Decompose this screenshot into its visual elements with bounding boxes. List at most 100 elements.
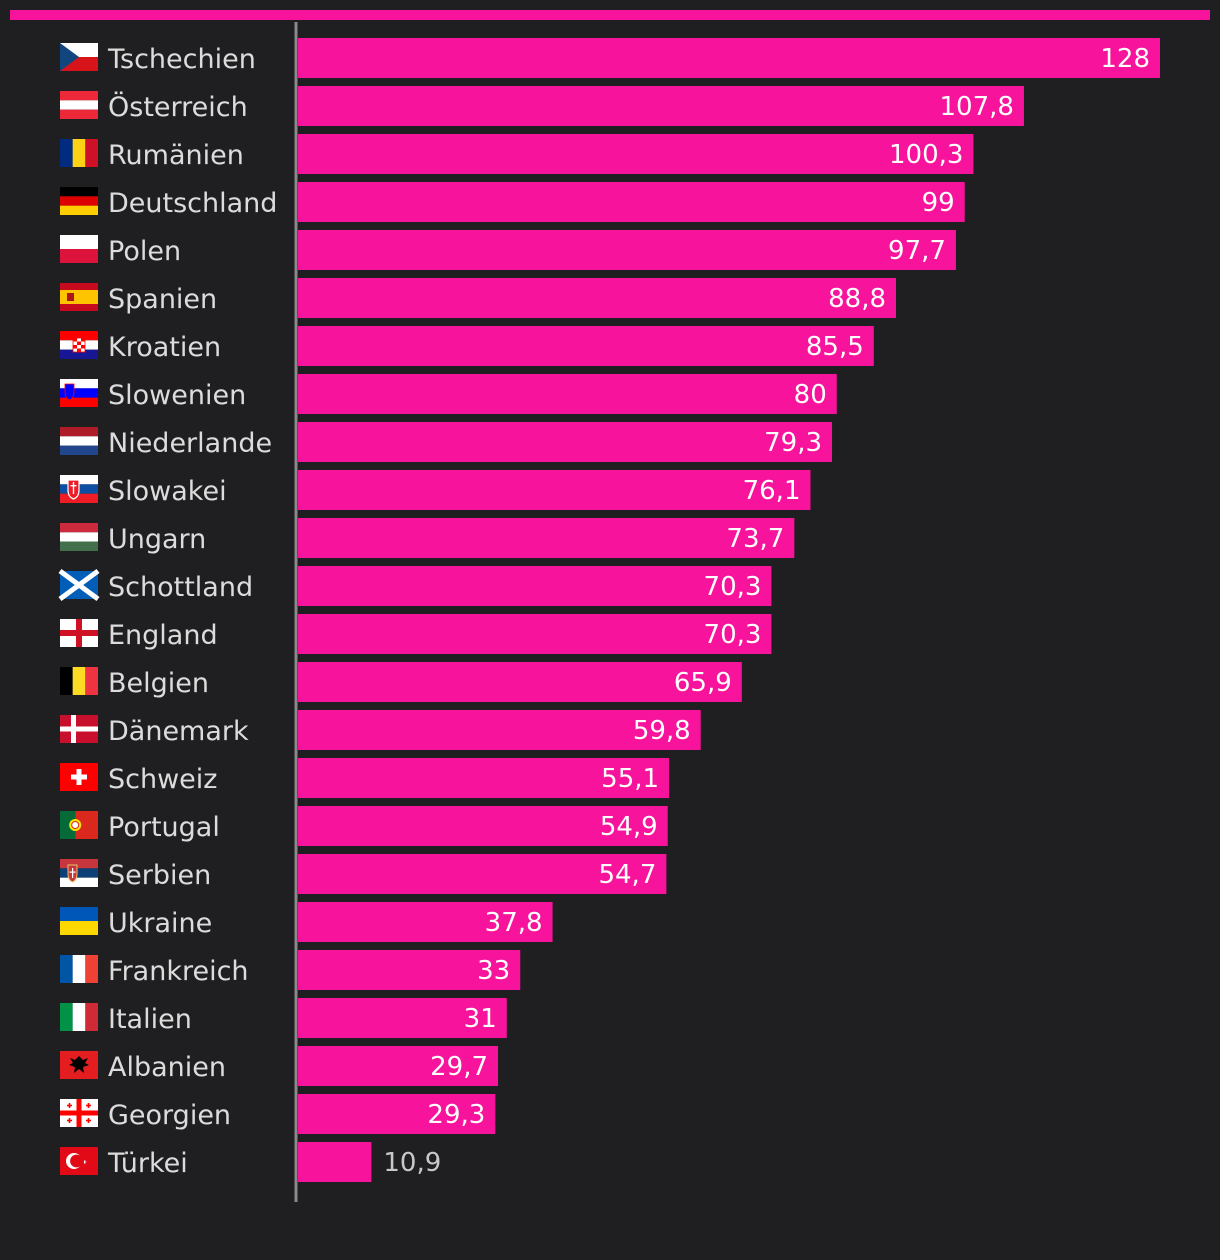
bar xyxy=(298,806,668,846)
al-flag-icon xyxy=(60,1051,98,1079)
ro-flag-icon xyxy=(60,139,98,167)
value-label: 54,9 xyxy=(600,812,658,842)
category-label: Belgien xyxy=(108,668,209,699)
nl-flag-icon xyxy=(60,427,98,455)
category-label: Albanien xyxy=(108,1052,226,1083)
bar-row: Serbien 54,7 xyxy=(60,854,667,894)
category-label: Georgien xyxy=(108,1100,231,1131)
rs-flag-icon xyxy=(60,859,98,887)
category-label: Österreich xyxy=(108,91,248,123)
category-label: Portugal xyxy=(108,812,220,843)
bar-row: Türkei 10,9 xyxy=(60,1142,441,1182)
value-label: 128 xyxy=(1100,44,1150,74)
ch-flag-icon xyxy=(60,763,98,791)
bar xyxy=(298,998,507,1038)
category-label: Türkei xyxy=(107,1148,188,1179)
category-label: Frankreich xyxy=(108,956,249,987)
bar xyxy=(298,134,974,174)
category-label: Polen xyxy=(108,236,181,267)
category-label: Spanien xyxy=(108,284,217,315)
value-label: 100,3 xyxy=(889,140,963,170)
category-label: Ukraine xyxy=(108,908,212,939)
value-label: 29,7 xyxy=(430,1052,488,1082)
bar xyxy=(298,1142,372,1182)
value-label: 33 xyxy=(477,956,510,986)
value-label: 31 xyxy=(464,1004,497,1034)
value-label: 76,1 xyxy=(743,476,801,506)
value-label: 79,3 xyxy=(764,428,822,458)
bar-row: Ukraine 37,8 xyxy=(60,902,553,942)
hr-flag-icon xyxy=(60,331,98,359)
category-label: Rumänien xyxy=(108,140,244,171)
bar xyxy=(298,230,956,270)
bar xyxy=(298,470,811,510)
bar-row: Deutschland 99 xyxy=(60,182,965,222)
value-label: 29,3 xyxy=(427,1100,485,1130)
bar xyxy=(298,950,521,990)
at-flag-icon xyxy=(60,91,98,119)
bar-row: England 70,3 xyxy=(60,614,772,654)
bar-row: Belgien 65,9 xyxy=(60,662,742,702)
category-label: Slowenien xyxy=(108,380,246,411)
ge-flag-icon xyxy=(60,1099,98,1127)
bar-row: Albanien 29,7 xyxy=(60,1046,499,1086)
category-label: Ungarn xyxy=(108,524,206,555)
category-label: Slowakei xyxy=(108,476,227,507)
bar-row: Kroatien 85,5 xyxy=(60,326,874,366)
bar-row: Österreich 107,8 xyxy=(60,86,1024,126)
category-label: Italien xyxy=(108,1004,192,1035)
bar xyxy=(298,326,874,366)
value-label: 73,7 xyxy=(726,524,784,554)
bar xyxy=(298,38,1160,78)
category-label: Schottland xyxy=(108,572,253,603)
bar-row: Niederlande 79,3 xyxy=(60,422,833,462)
value-label: 99 xyxy=(922,188,955,218)
bar-row: Georgien 29,3 xyxy=(60,1094,496,1134)
bar-row: Frankreich 33 xyxy=(60,950,521,990)
bar xyxy=(298,614,772,654)
sk-flag-icon xyxy=(60,475,98,503)
category-label: Schweiz xyxy=(108,764,217,795)
value-label: 107,8 xyxy=(940,92,1014,122)
top-accent-bar xyxy=(10,10,1210,20)
be-flag-icon xyxy=(60,667,98,695)
bar xyxy=(298,566,772,606)
hu-flag-icon xyxy=(60,523,98,551)
bar xyxy=(298,374,837,414)
category-label: Deutschland xyxy=(108,188,277,219)
bar-row: Tschechien 128 xyxy=(60,38,1160,78)
bar-row: Slowakei 76,1 xyxy=(60,470,811,510)
cz-flag-icon xyxy=(60,43,98,71)
bar-row: Italien 31 xyxy=(60,998,507,1038)
pl-flag-icon xyxy=(60,235,98,263)
category-label: Kroatien xyxy=(108,332,221,363)
value-label: 70,3 xyxy=(704,620,762,650)
bar xyxy=(298,1046,499,1086)
bar-row: Portugal 54,9 xyxy=(60,806,668,846)
es-flag-icon xyxy=(60,283,98,311)
tr-flag-icon xyxy=(60,1147,98,1175)
bar-row: Polen 97,7 xyxy=(60,230,956,270)
si-flag-icon xyxy=(60,379,98,407)
bar xyxy=(298,902,553,942)
it-flag-icon xyxy=(60,1003,98,1031)
bar xyxy=(298,854,667,894)
value-label: 85,5 xyxy=(806,332,864,362)
bar xyxy=(298,662,742,702)
value-label: 80 xyxy=(794,380,827,410)
value-label: 88,8 xyxy=(828,284,886,314)
bar-row: Schottland 70,3 xyxy=(58,566,772,606)
category-label: Niederlande xyxy=(108,428,272,459)
value-label: 37,8 xyxy=(485,908,543,938)
bar xyxy=(298,1094,496,1134)
de-flag-icon xyxy=(60,187,98,215)
category-label: England xyxy=(108,620,218,651)
bar-row: Schweiz 55,1 xyxy=(60,758,670,798)
bar-row: Rumänien 100,3 xyxy=(60,134,974,174)
bar-row: Spanien 88,8 xyxy=(60,278,897,318)
category-label: Tschechien xyxy=(107,44,256,75)
bar xyxy=(298,86,1024,126)
bar xyxy=(298,278,897,318)
bar-row: Ungarn 73,7 xyxy=(60,518,795,558)
